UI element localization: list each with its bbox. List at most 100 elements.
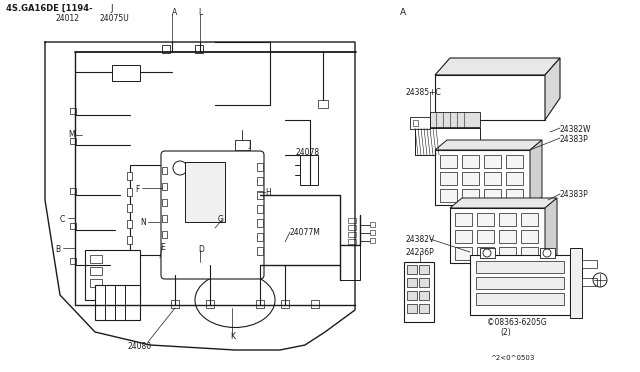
Bar — [206, 300, 214, 308]
Bar — [370, 222, 375, 227]
Bar — [178, 204, 183, 212]
Bar — [318, 100, 328, 108]
Bar — [455, 230, 472, 243]
Bar — [410, 117, 430, 129]
Bar — [455, 247, 472, 260]
Bar — [235, 140, 250, 150]
Bar — [521, 213, 538, 226]
Text: J: J — [110, 4, 113, 13]
Bar — [178, 236, 183, 244]
Bar — [462, 172, 479, 185]
FancyBboxPatch shape — [161, 151, 264, 279]
Polygon shape — [545, 198, 557, 263]
Bar — [348, 225, 356, 230]
Text: L: L — [198, 8, 202, 17]
Text: 24383P: 24383P — [560, 190, 589, 199]
Bar — [462, 155, 479, 168]
Bar — [257, 191, 263, 199]
Bar — [499, 247, 516, 260]
Bar — [370, 238, 375, 243]
Bar — [477, 247, 494, 260]
Bar — [476, 277, 564, 289]
Bar — [90, 267, 102, 275]
Bar — [130, 165, 180, 255]
Bar — [499, 230, 516, 243]
Text: N: N — [140, 218, 146, 227]
Bar — [506, 172, 523, 185]
Bar — [413, 120, 418, 126]
Bar — [462, 189, 479, 202]
Bar — [476, 293, 564, 305]
Bar — [70, 188, 76, 194]
Bar — [257, 177, 263, 185]
Bar — [127, 188, 132, 196]
Text: F: F — [135, 185, 140, 194]
Bar — [178, 188, 183, 196]
Bar — [435, 150, 530, 205]
Text: M: M — [68, 130, 75, 139]
Bar — [5, 18, 377, 358]
Bar — [95, 285, 140, 320]
Bar — [582, 278, 597, 286]
Text: 24236P: 24236P — [405, 248, 434, 257]
Bar — [348, 232, 356, 237]
Text: 24012: 24012 — [55, 14, 79, 23]
Bar — [171, 300, 179, 308]
Text: 24075U: 24075U — [100, 14, 130, 23]
Text: H: H — [265, 188, 271, 197]
Bar — [162, 231, 167, 238]
Bar — [440, 155, 457, 168]
Bar — [178, 220, 183, 228]
Bar — [70, 223, 76, 229]
Bar — [300, 155, 318, 185]
Bar — [257, 233, 263, 241]
Bar — [281, 300, 289, 308]
Bar — [419, 265, 429, 274]
Bar — [480, 248, 495, 258]
Bar — [257, 205, 263, 213]
Bar — [419, 304, 429, 313]
Bar — [407, 265, 417, 274]
Bar — [90, 255, 102, 263]
Bar — [407, 278, 417, 287]
Text: (2): (2) — [500, 328, 511, 337]
Bar — [257, 247, 263, 255]
Bar — [540, 248, 555, 258]
Text: G: G — [218, 215, 224, 224]
Text: ^2<0^0503: ^2<0^0503 — [490, 355, 534, 361]
Bar — [127, 220, 132, 228]
Bar — [440, 189, 457, 202]
Bar — [178, 172, 183, 180]
Bar — [127, 172, 132, 180]
Bar — [311, 300, 319, 308]
Bar — [455, 213, 472, 226]
Bar — [162, 199, 167, 206]
Bar — [407, 304, 417, 313]
Bar — [340, 245, 360, 280]
Bar — [506, 189, 523, 202]
Bar — [419, 291, 429, 300]
Bar — [499, 213, 516, 226]
Text: C: C — [60, 215, 65, 224]
Text: D: D — [198, 245, 204, 254]
Bar — [85, 250, 140, 300]
Bar — [404, 262, 434, 322]
Text: ©08363-6205G: ©08363-6205G — [487, 318, 547, 327]
Bar — [348, 218, 356, 223]
Bar — [348, 239, 356, 244]
Bar — [257, 219, 263, 227]
Text: 24080: 24080 — [128, 342, 152, 351]
Bar — [127, 204, 132, 212]
Bar — [440, 172, 457, 185]
Polygon shape — [530, 140, 542, 205]
Bar — [419, 278, 429, 287]
Bar — [477, 213, 494, 226]
Bar — [162, 183, 167, 190]
Text: 24382V: 24382V — [405, 235, 435, 244]
Text: 24078: 24078 — [295, 148, 319, 157]
Bar — [162, 45, 170, 53]
Text: 24385+C: 24385+C — [405, 88, 441, 97]
Bar — [257, 163, 263, 171]
Bar — [127, 236, 132, 244]
Bar — [195, 45, 203, 53]
